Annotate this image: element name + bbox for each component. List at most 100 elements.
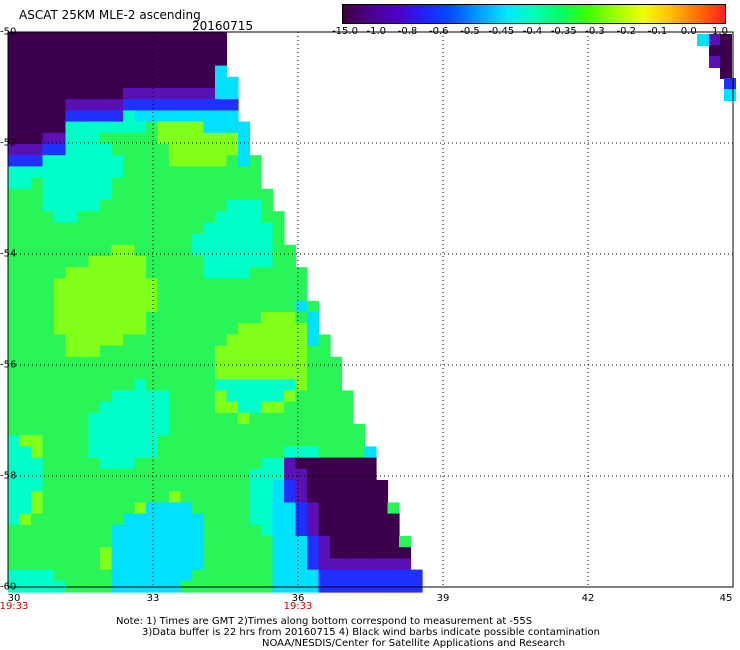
- swath-cell: [203, 289, 216, 302]
- swath-cell: [146, 334, 159, 347]
- swath-cell: [100, 491, 113, 503]
- swath-cell: [8, 334, 21, 347]
- swath-cell: [180, 513, 193, 526]
- swath-cell: [88, 256, 101, 268]
- swath-cell: [180, 166, 193, 179]
- swath-cell: [272, 547, 285, 559]
- swath-cell: [123, 491, 136, 503]
- swath-cell: [295, 412, 308, 425]
- swath-cell: [19, 244, 32, 257]
- swath-cell: [284, 300, 297, 313]
- swath-cell: [330, 547, 343, 559]
- swath-cell: [261, 468, 274, 481]
- swath-cell: [146, 233, 159, 246]
- swath-cell: [19, 446, 32, 459]
- swath-cell: [8, 76, 21, 89]
- swath-cell: [157, 390, 170, 403]
- swath-cell: [134, 166, 147, 179]
- swath-cell: [77, 54, 90, 67]
- swath-cell: [123, 166, 136, 179]
- swath-cell: [272, 558, 285, 571]
- swath-cell: [19, 88, 32, 100]
- swath-cell: [261, 401, 274, 414]
- swath-cell: [720, 45, 732, 57]
- swath-cell: [8, 88, 21, 100]
- swath-cell: [123, 278, 136, 291]
- swath-cell: [364, 569, 377, 582]
- swath-cell: [215, 32, 228, 44]
- swath-cell: [31, 312, 44, 324]
- swath-cell: [77, 547, 90, 559]
- swath-cell: [203, 368, 216, 380]
- swath-cell: [203, 88, 216, 100]
- swath-cell: [8, 323, 21, 335]
- swath-cell: [65, 233, 78, 246]
- swath-cell: [8, 121, 21, 134]
- swath-cell: [341, 491, 354, 503]
- swath-cell: [307, 435, 320, 447]
- swath-cell: [42, 480, 55, 492]
- swath-cell: [295, 435, 308, 447]
- swath-cell: [134, 188, 147, 201]
- swath-cell: [330, 502, 343, 515]
- swath-cell: [88, 166, 101, 179]
- swath-cell: [272, 278, 285, 291]
- swath-cell: [261, 480, 274, 492]
- swath-cell: [31, 401, 44, 414]
- swath-cell: [318, 569, 331, 582]
- swath-cell: [42, 244, 55, 257]
- swath-cell: [8, 54, 21, 67]
- swath-cell: [88, 547, 101, 559]
- swath-cell: [203, 267, 216, 279]
- swath-cell: [8, 368, 21, 380]
- swath-cell: [157, 76, 170, 89]
- swath-cell: [111, 502, 124, 515]
- swath-cell: [295, 289, 308, 302]
- swath-cell: [249, 368, 262, 380]
- swath-cell: [203, 312, 216, 324]
- swath-cell: [123, 300, 136, 313]
- swath-cell: [192, 166, 205, 179]
- swath-cell: [77, 76, 90, 89]
- swath-cell: [42, 401, 55, 414]
- swath-cell: [111, 188, 124, 201]
- swath-cell: [31, 513, 44, 526]
- swath-cell: [31, 457, 44, 470]
- swath-cell: [146, 211, 159, 223]
- swath-cell: [65, 300, 78, 313]
- swath-cell: [100, 188, 113, 201]
- swath-cell: [376, 513, 389, 526]
- swath-cell: [8, 256, 21, 268]
- swath-cell: [65, 188, 78, 201]
- swath-cell: [123, 558, 136, 571]
- swath-cell: [203, 390, 216, 403]
- swath-cell: [31, 345, 44, 358]
- swath-cell: [42, 43, 55, 55]
- swath-cell: [364, 468, 377, 481]
- swath-cell: [19, 491, 32, 503]
- swath-cell: [19, 468, 32, 481]
- swath-cell: [100, 76, 113, 89]
- swath-cell: [192, 480, 205, 492]
- swath-cell: [123, 188, 136, 201]
- swath-cell: [295, 401, 308, 414]
- swath-cell: [192, 289, 205, 302]
- swath-cell: [146, 468, 159, 481]
- swath-cell: [180, 99, 193, 111]
- swath-cell: [146, 43, 159, 55]
- swath-cell: [146, 457, 159, 470]
- swath-cell: [77, 244, 90, 257]
- swath-cell: [261, 524, 274, 537]
- swath-cell: [399, 536, 412, 548]
- swath-cell: [111, 278, 124, 291]
- swath-cell: [180, 121, 193, 134]
- swath-cell: [146, 480, 159, 492]
- swath-cell: [19, 457, 32, 470]
- swath-cell: [192, 356, 205, 369]
- swath-cell: [65, 513, 78, 526]
- swath-cell: [180, 43, 193, 55]
- swath-cell: [261, 222, 274, 235]
- swath-cell: [134, 368, 147, 380]
- swath-cell: [238, 569, 251, 582]
- swath-cell: [157, 323, 170, 335]
